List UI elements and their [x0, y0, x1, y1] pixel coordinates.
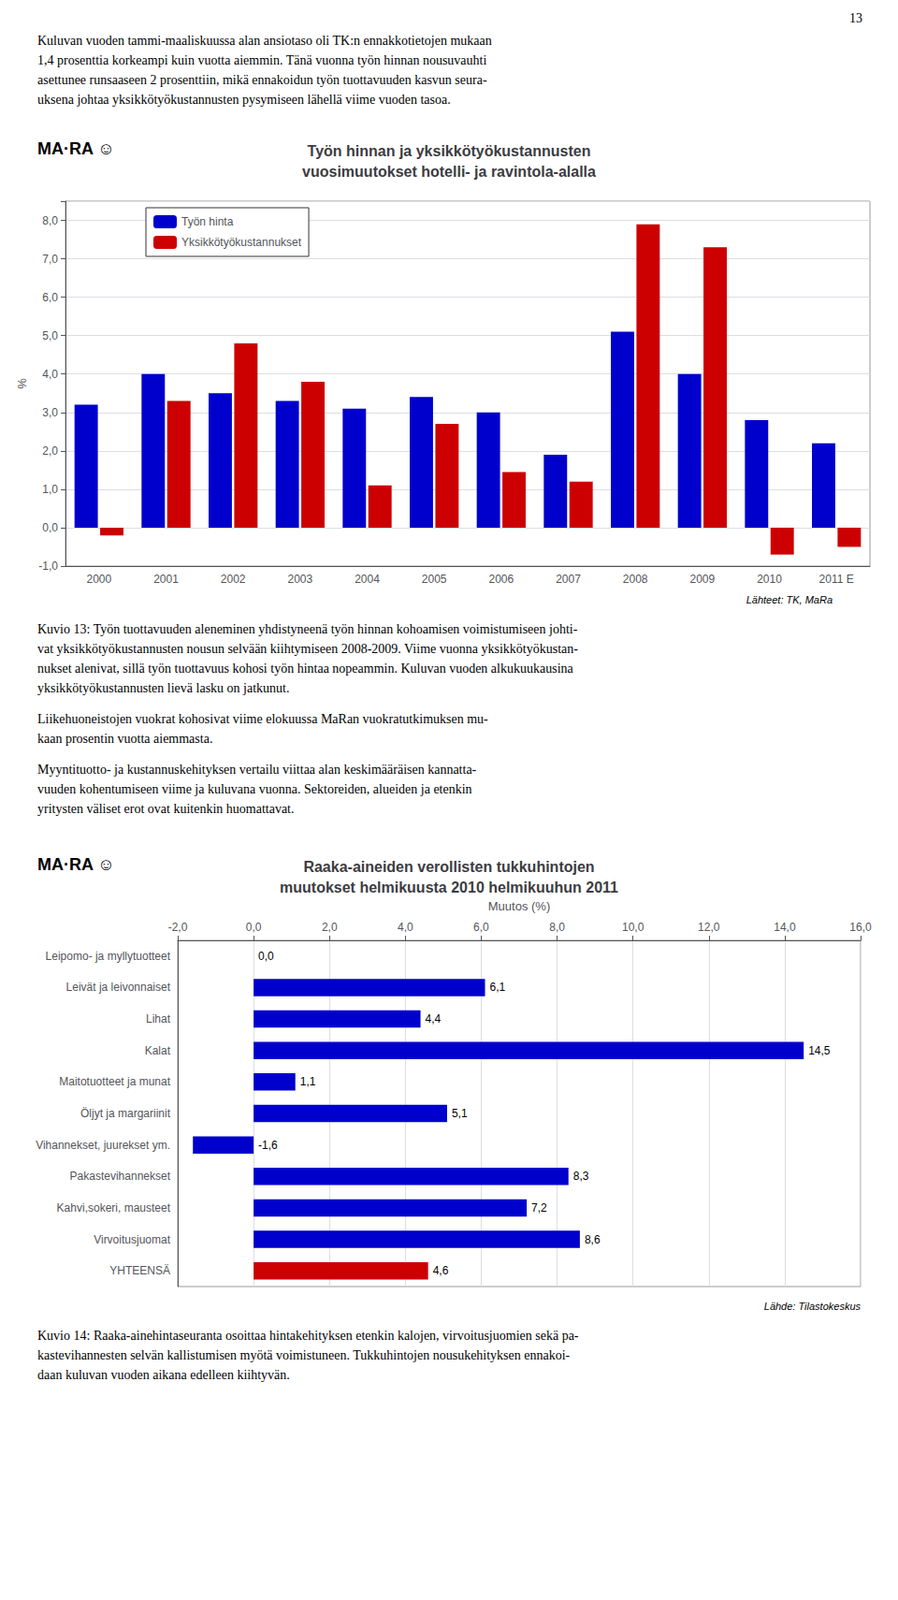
svg-text:2006: 2006 [488, 572, 514, 586]
svg-text:0,0: 0,0 [42, 521, 58, 535]
svg-text:Öljyt ja margariinit: Öljyt ja margariinit [80, 1106, 172, 1120]
svg-text:1,0: 1,0 [42, 482, 58, 496]
svg-text:6,1: 6,1 [490, 980, 507, 994]
svg-text:Raaka-aineiden verollisten tuk: Raaka-aineiden verollisten tukkuhintojen [303, 858, 594, 875]
svg-text:8,3: 8,3 [573, 1169, 590, 1183]
svg-text:Myyntituotto- ja kustannuskehi: Myyntituotto- ja kustannuskehityksen ver… [37, 762, 478, 777]
svg-text:Pakastevihannekset: Pakastevihannekset [70, 1169, 172, 1183]
svg-text:0,0: 0,0 [258, 949, 275, 963]
svg-text:Muutos (%): Muutos (%) [488, 898, 551, 913]
svg-text:Lähteet: TK, MaRa: Lähteet: TK, MaRa [746, 593, 833, 606]
svg-text:4,4: 4,4 [425, 1012, 442, 1026]
svg-text:6,0: 6,0 [473, 920, 490, 934]
svg-text:-1,6: -1,6 [258, 1138, 278, 1152]
svg-text:Työn hinnan ja yksikkötyökusta: Työn hinnan ja yksikkötyökustannusten [307, 143, 592, 160]
svg-text:Kuluvan vuoden tammi-maaliskuu: Kuluvan vuoden tammi-maaliskuussa alan a… [37, 33, 493, 48]
svg-text:%: % [14, 377, 29, 390]
svg-text:Leipomo- ja myllytuotteet: Leipomo- ja myllytuotteet [45, 949, 172, 963]
svg-text:1,1: 1,1 [300, 1074, 317, 1088]
svg-text:Yksikkötyökustannukset: Yksikkötyökustannukset [181, 235, 303, 249]
svg-text:Maitotuotteet ja munat: Maitotuotteet ja munat [58, 1074, 171, 1088]
svg-text:asettunee runsaaseen 2 prosent: asettunee runsaaseen 2 prosenttiin, mikä… [37, 72, 488, 87]
svg-text:vuosimuutokset hotelli- ja rav: vuosimuutokset hotelli- ja ravintola-ala… [302, 163, 596, 180]
svg-text:2010: 2010 [756, 572, 783, 586]
svg-text:Työn hinta: Työn hinta [181, 215, 234, 229]
svg-text:13: 13 [849, 11, 863, 26]
svg-text:-2,0: -2,0 [168, 920, 189, 934]
svg-text:2000: 2000 [86, 572, 112, 586]
svg-text:kaan prosentin vuotta aiemmast: kaan prosentin vuotta aiemmasta. [37, 731, 213, 746]
svg-text:2001: 2001 [153, 572, 179, 586]
svg-text:16,0: 16,0 [849, 920, 872, 934]
svg-text:Lihat: Lihat [145, 1012, 172, 1026]
svg-text:YHTEENSÄ: YHTEENSÄ [109, 1263, 171, 1277]
svg-text:Kuvio 13: Työn tuottavuuden al: Kuvio 13: Työn tuottavuuden aleneminen y… [37, 622, 579, 637]
svg-text:muutokset helmikuusta 2010 hel: muutokset helmikuusta 2010 helmikuuhun 2… [279, 879, 619, 896]
svg-text:MA·RA ☺: MA·RA ☺ [37, 139, 116, 159]
svg-text:2003: 2003 [287, 572, 313, 586]
svg-text:2011 E: 2011 E [819, 572, 855, 586]
svg-text:2007: 2007 [555, 572, 581, 586]
svg-text:0,0: 0,0 [246, 920, 262, 934]
svg-text:7,2: 7,2 [531, 1201, 548, 1215]
svg-text:vat yksikkötyökustannusten nou: vat yksikkötyökustannusten nousun selvää… [37, 641, 579, 656]
svg-text:14,5: 14,5 [808, 1043, 831, 1058]
svg-text:2,0: 2,0 [42, 444, 58, 458]
svg-text:14,0: 14,0 [773, 920, 797, 934]
svg-text:vuuden kohentumiseen viime ja: vuuden kohentumiseen viime ja kuluvana v… [37, 782, 473, 797]
svg-text:2008: 2008 [622, 572, 649, 586]
svg-text:-1,0: -1,0 [38, 559, 58, 573]
svg-text:uksena johtaa yksikkötyökustan: uksena johtaa yksikkötyökustannusten pys… [37, 92, 451, 107]
svg-text:Liikehuoneistojen vuokrat koho: Liikehuoneistojen vuokrat kohosivat viim… [37, 711, 489, 726]
svg-text:2009: 2009 [689, 572, 715, 586]
svg-text:Kahvi,sokeri, mausteet: Kahvi,sokeri, mausteet [57, 1201, 172, 1215]
svg-text:Lähde: Tilastokeskus: Lähde: Tilastokeskus [764, 1300, 862, 1312]
svg-text:Virvoitusjuomat: Virvoitusjuomat [93, 1232, 171, 1246]
svg-text:Leivät ja leivonnaiset: Leivät ja leivonnaiset [66, 980, 172, 994]
svg-text:kastevihannesten selvän kallis: kastevihannesten selvän kallistumisen my… [37, 1347, 571, 1362]
svg-text:6,0: 6,0 [42, 290, 58, 305]
svg-text:4,0: 4,0 [42, 367, 58, 381]
svg-text:Kuvio 14: Raaka-ainehintaseura: Kuvio 14: Raaka-ainehintaseuranta osoitt… [37, 1328, 580, 1343]
svg-text:8,0: 8,0 [549, 920, 565, 934]
svg-text:7,0: 7,0 [42, 252, 58, 266]
svg-text:5,1: 5,1 [451, 1106, 468, 1120]
svg-text:8,6: 8,6 [584, 1232, 601, 1246]
svg-text:3,0: 3,0 [42, 405, 58, 420]
svg-text:2004: 2004 [354, 572, 380, 586]
svg-text:10,0: 10,0 [622, 920, 645, 934]
svg-text:8,0: 8,0 [42, 214, 58, 228]
svg-text:2,0: 2,0 [321, 920, 338, 934]
svg-text:2002: 2002 [220, 572, 247, 586]
svg-text:yksikkötyökustannusten lievä l: yksikkötyökustannusten lievä lasku on ja… [37, 680, 290, 696]
svg-text:1,4 prosenttia korkeampi kuin: 1,4 prosenttia korkeampi kuin vuotta aie… [37, 53, 487, 68]
svg-text:daan kuluvan vuoden aikana ede: daan kuluvan vuoden aikana edelleen kiih… [37, 1367, 290, 1382]
svg-text:4,0: 4,0 [397, 920, 414, 934]
svg-text:2005: 2005 [421, 572, 448, 586]
svg-text:12,0: 12,0 [697, 920, 721, 934]
svg-text:4,6: 4,6 [433, 1263, 449, 1277]
svg-text:Kalat: Kalat [144, 1043, 172, 1058]
svg-text:5,0: 5,0 [42, 329, 58, 343]
svg-text:nukset alenivat, sillä työn tu: nukset alenivat, sillä työn tuottavuus k… [37, 661, 575, 676]
svg-text:MA·RA ☺: MA·RA ☺ [37, 854, 116, 874]
svg-text:Vihannekset, juurekset ym.: Vihannekset, juurekset ym. [35, 1138, 171, 1152]
svg-text:yritysten väliset erot ovat ku: yritysten väliset erot ovat kuitenkin hu… [37, 801, 295, 816]
